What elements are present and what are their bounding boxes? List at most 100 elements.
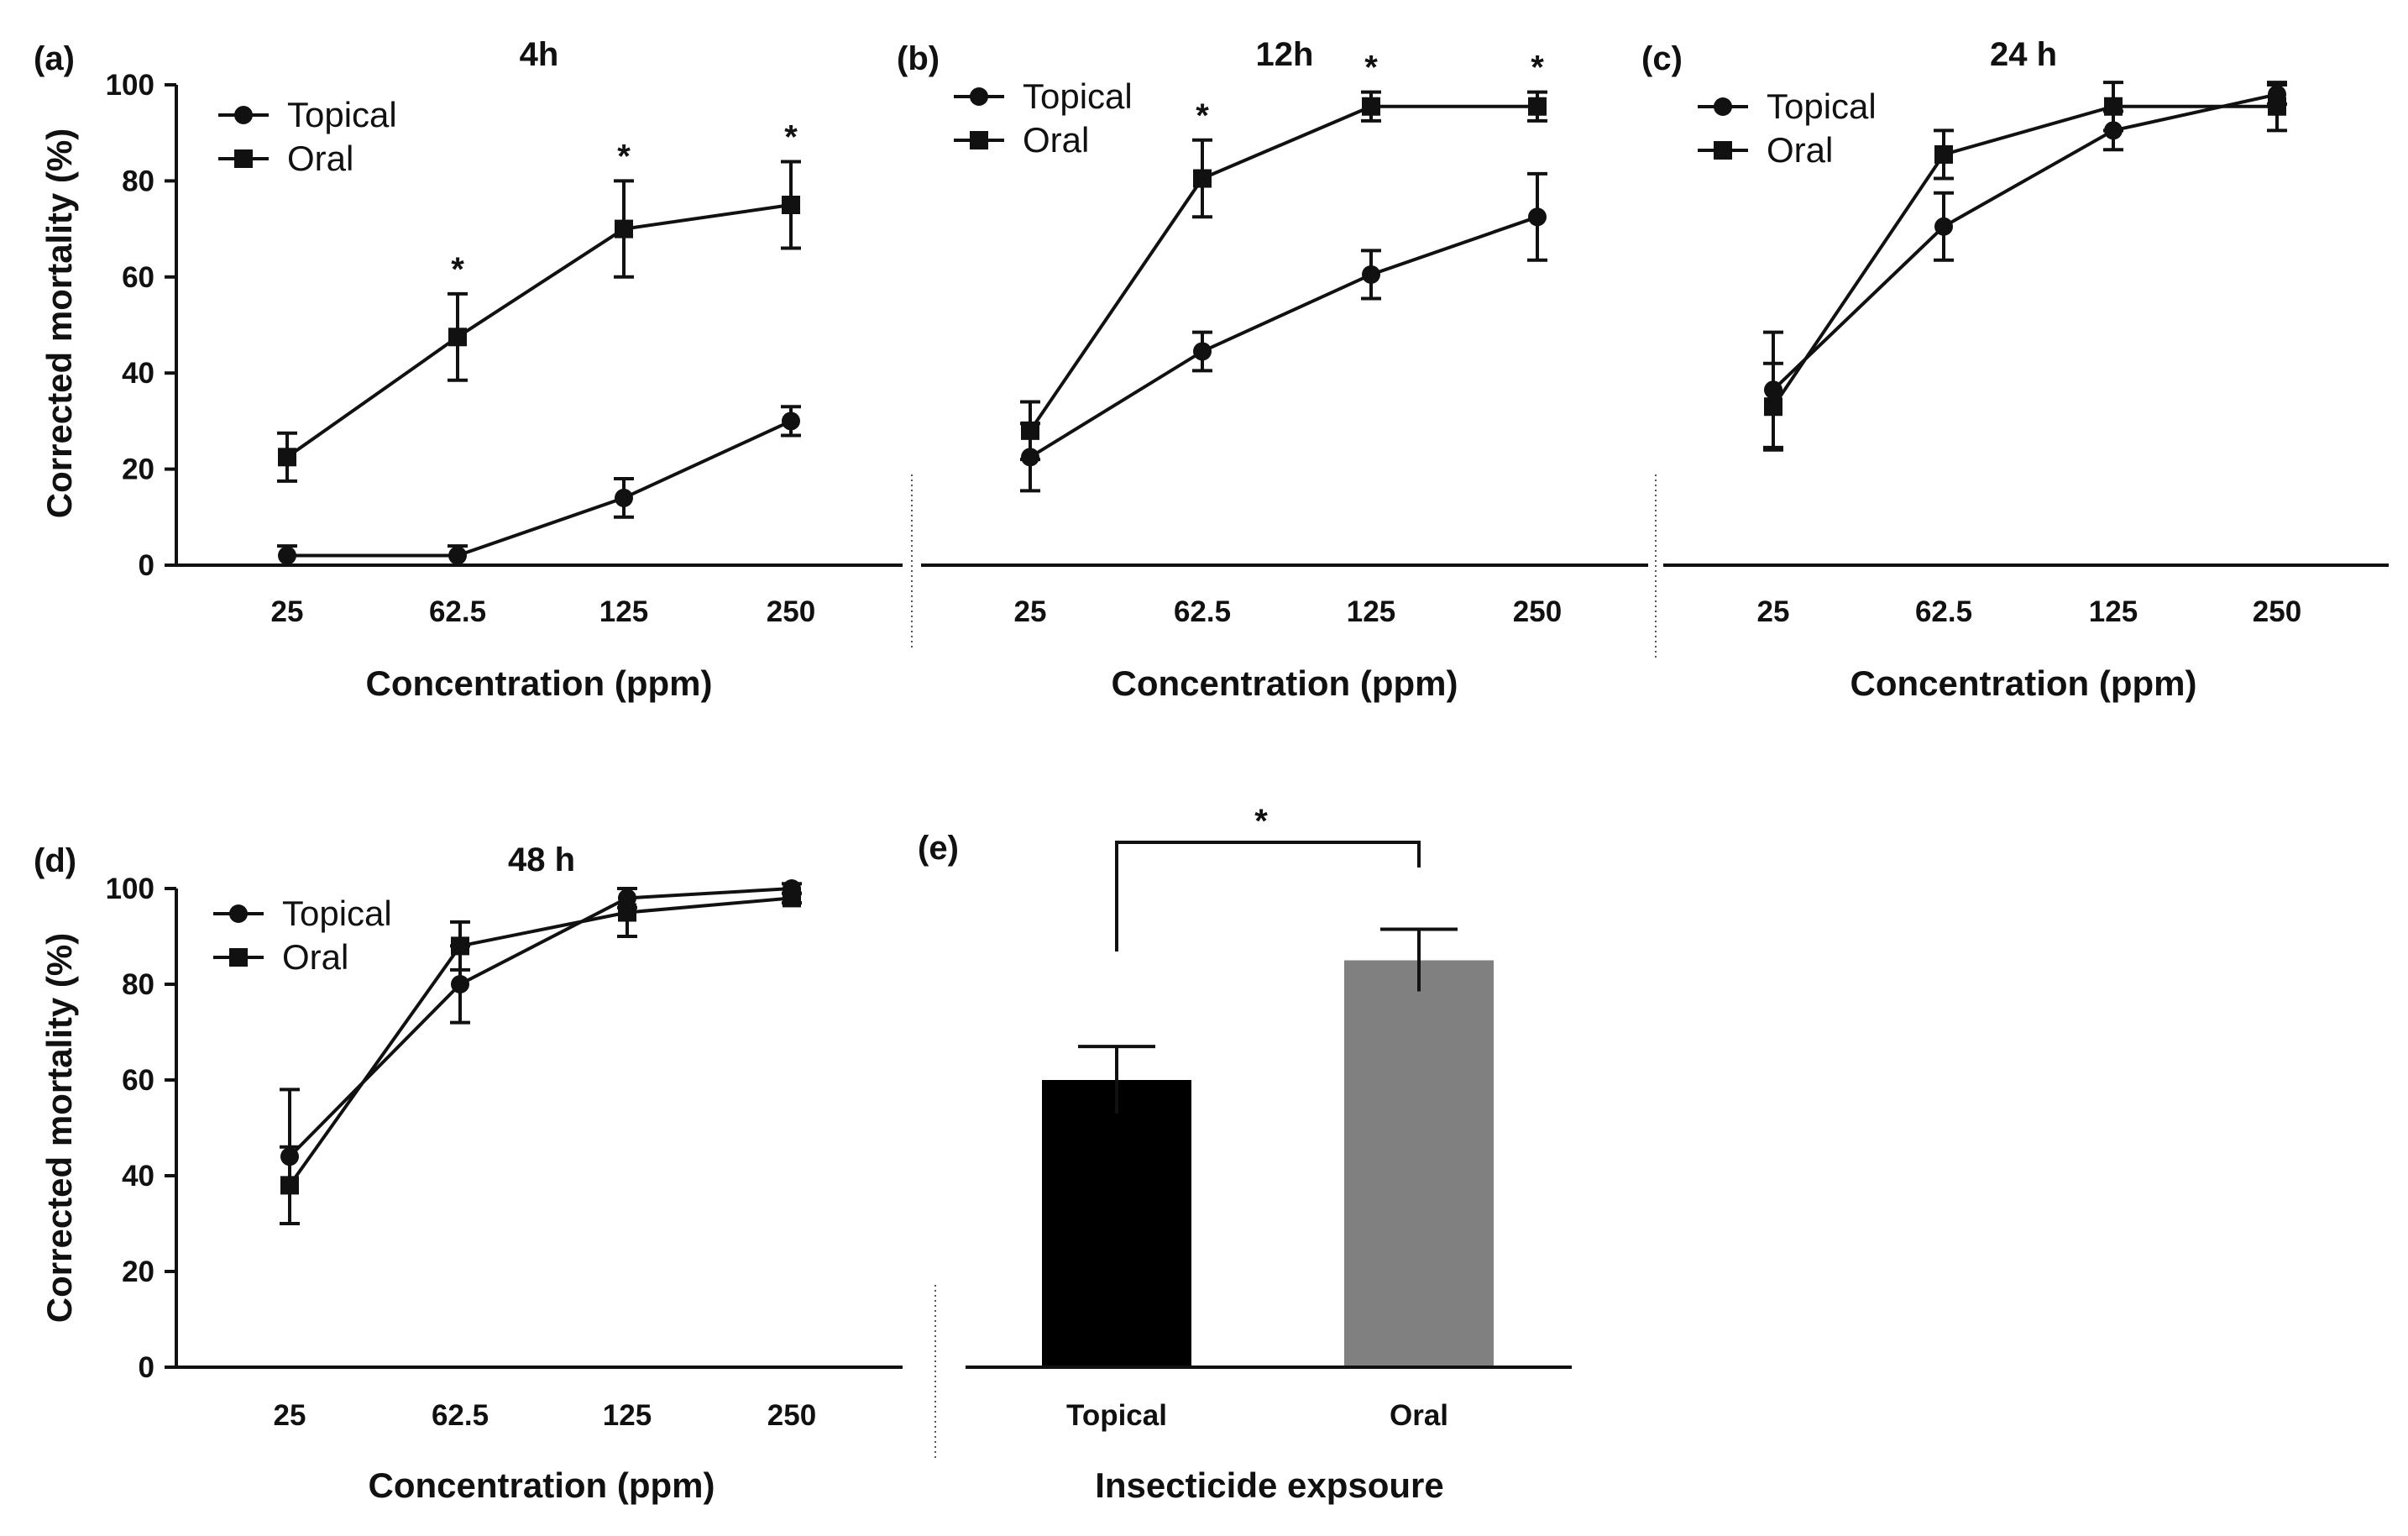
chart2-legend-marker <box>1714 141 1732 160</box>
chart0-point-topical <box>615 488 633 507</box>
chart0-legend-marker <box>234 106 253 124</box>
chart0-significance-star: * <box>451 251 464 288</box>
chart3-x-tick-label: 125 <box>603 1399 652 1432</box>
chart2-legend-label: Oral <box>1767 130 1833 170</box>
chart1-series-topical-line <box>1029 215 1538 459</box>
chart1-x-axis-label: Concentration (ppm) <box>1112 663 1458 703</box>
chart1-legend-marker <box>970 87 988 106</box>
chart0-y-tick-label: 60 <box>122 261 154 294</box>
chart0-series-topical-line <box>287 419 792 558</box>
chart4-x-axis-label: Insecticide expsoure <box>1095 1465 1444 1505</box>
chart3-y-tick-label: 0 <box>139 1351 154 1384</box>
chart1-legend-marker <box>970 131 988 149</box>
chart1-x-tick-label: 62.5 <box>1174 595 1231 628</box>
chart0-x-tick-label: 25 <box>271 595 304 628</box>
chart3-x-tick-label: 62.5 <box>432 1399 489 1432</box>
chart3-x-axis-label: Concentration (ppm) <box>369 1465 715 1505</box>
chart2-panel-label: (c) <box>1641 40 1683 77</box>
chart0-y-tick-label: 80 <box>122 165 154 197</box>
chart1-panel-label: (b) <box>897 40 940 77</box>
chart2-x-tick-label: 250 <box>2253 595 2301 628</box>
chart4-x-tick-label: Topical <box>1066 1399 1167 1432</box>
chart1-point-oral <box>1193 169 1212 188</box>
chart0-x-tick-label: 125 <box>599 595 648 628</box>
chart0-point-topical <box>448 546 467 565</box>
chart2-point-oral <box>2104 97 2123 116</box>
chart1-significance-star: * <box>1531 50 1544 86</box>
chart2-title: 24 h <box>1990 36 2057 73</box>
chart0-point-oral <box>278 448 296 467</box>
chart1-title: 12h <box>1256 36 1314 73</box>
chart0-series-oral-line <box>285 203 792 459</box>
chart0-point-oral <box>448 328 467 347</box>
chart3-y-tick-label: 40 <box>122 1160 154 1193</box>
chart2-legend-marker <box>1714 97 1732 116</box>
chart0-x-axis-label: Concentration (ppm) <box>366 663 713 703</box>
chart1-legend-label: Oral <box>1023 120 1089 160</box>
chart0-significance-star: * <box>784 119 798 156</box>
chart0-x-tick-label: 250 <box>767 595 815 628</box>
chart1-point-topical <box>1193 342 1212 361</box>
chart0-point-oral <box>615 219 633 239</box>
chart1-x-tick-label: 250 <box>1513 595 1562 628</box>
chart3-x-tick-label: 25 <box>274 1399 306 1432</box>
chart2-x-tick-label: 62.5 <box>1915 595 1972 628</box>
chart3-point-oral <box>618 903 636 922</box>
chart3-point-oral <box>451 936 469 956</box>
chart4-bar-oral <box>1344 960 1494 1367</box>
chart2-legend-label: Topical <box>1767 86 1877 126</box>
chart2-series-topical-line <box>1772 92 2278 391</box>
chart1-x-tick-label: 25 <box>1014 595 1047 628</box>
chart3-legend-marker <box>229 904 248 923</box>
chart1-significance-star: * <box>1364 50 1378 86</box>
chart0-point-topical <box>782 412 800 431</box>
chart2-point-oral <box>1764 397 1782 417</box>
chart1-series-oral-line <box>1029 104 1537 432</box>
chart1-point-oral <box>1362 97 1380 116</box>
chart2-series-oral-line <box>1772 104 2277 408</box>
chart3-series-oral-line <box>288 896 793 1187</box>
chart0-x-tick-label: 62.5 <box>429 595 486 628</box>
chart3-point-oral <box>280 1176 299 1195</box>
chart2-point-oral <box>1934 144 1953 164</box>
chart1-significance-star: * <box>1196 97 1209 134</box>
chart2-x-axis-label: Concentration (ppm) <box>1850 663 2197 703</box>
chart2-x-tick-label: 25 <box>1757 595 1790 628</box>
chart3-y-axis-label: Corrected mortality (%) <box>39 933 79 1323</box>
chart0-significance-star: * <box>617 138 631 175</box>
chart1-point-oral <box>1528 97 1547 116</box>
chart1-point-topical <box>1362 265 1380 284</box>
chart3-legend-label: Topical <box>282 894 392 933</box>
chart4-x-tick-label: Oral <box>1390 1399 1448 1432</box>
chart3-point-oral <box>783 889 801 908</box>
chart3-y-tick-label: 100 <box>106 873 154 905</box>
chart0-legend-marker <box>234 149 253 168</box>
chart2-point-topical <box>1934 217 1953 236</box>
chart0-y-tick-label: 100 <box>106 69 154 102</box>
chart3-y-tick-label: 60 <box>122 1064 154 1097</box>
chart1-point-topical <box>1528 207 1547 227</box>
chart1-legend-label: Topical <box>1023 76 1133 116</box>
chart3-legend-marker <box>229 948 248 967</box>
chart2-point-oral <box>2268 97 2286 116</box>
chart0-y-tick-label: 0 <box>139 549 154 582</box>
chart3-legend-label: Oral <box>282 937 348 977</box>
chart0-y-axis-label: Corrected mortality (%) <box>39 128 79 518</box>
chart1-x-tick-label: 125 <box>1347 595 1395 628</box>
chart4-bar-topical <box>1042 1080 1191 1367</box>
chart3-title: 48 h <box>508 841 575 878</box>
chart3-x-tick-label: 250 <box>767 1399 816 1432</box>
chart0-legend-label: Topical <box>287 95 397 134</box>
chart3-y-tick-label: 20 <box>122 1256 154 1288</box>
chart3-y-tick-label: 80 <box>122 968 154 1001</box>
chart0-legend-label: Oral <box>287 139 353 178</box>
chart3-panel-label: (d) <box>34 842 76 879</box>
chart0-point-oral <box>782 196 800 214</box>
chart0-y-tick-label: 20 <box>122 453 154 486</box>
chart4-significance-star: * <box>1254 803 1268 840</box>
chart0-title: 4h <box>520 36 559 73</box>
chart2-x-tick-label: 125 <box>2089 595 2138 628</box>
chart0-panel-label: (a) <box>34 40 75 77</box>
chart4-panel-label: (e) <box>918 830 959 867</box>
